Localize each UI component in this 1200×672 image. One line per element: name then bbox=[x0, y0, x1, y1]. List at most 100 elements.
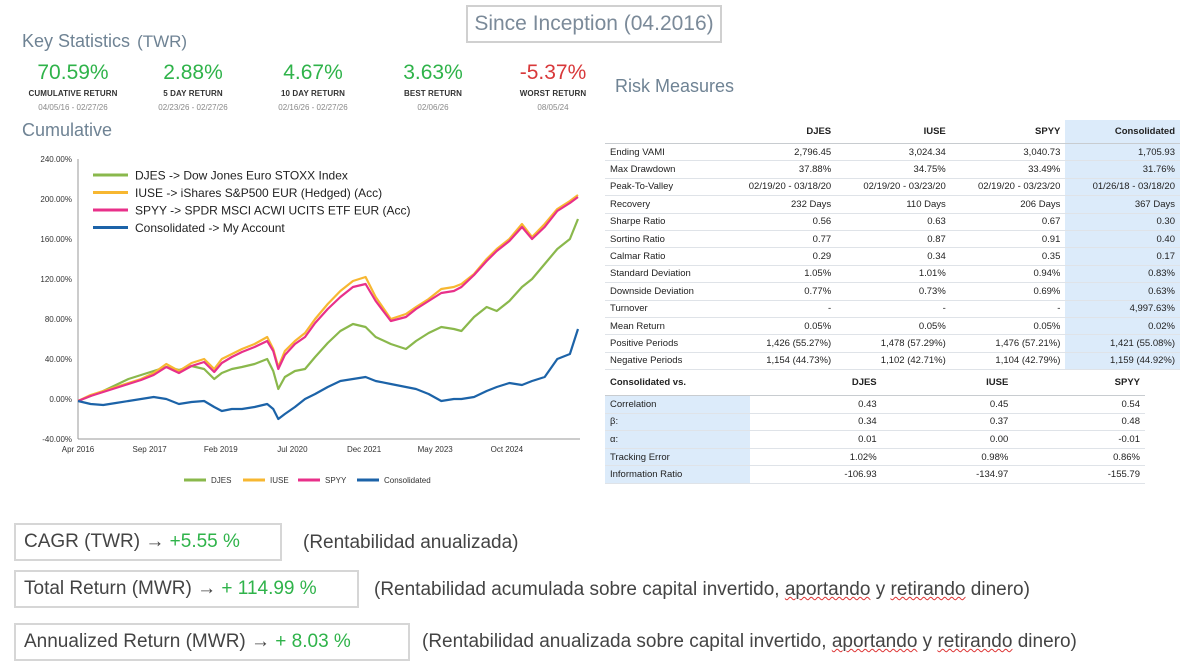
x-tick-label: Dec 2021 bbox=[347, 445, 382, 454]
key-stat-dates: 08/05/24 bbox=[537, 103, 569, 112]
risk-cell: 02/19/20 - 03/18/20 bbox=[721, 178, 837, 197]
risk-row: Sortino Ratio 0.77 0.87 0.91 0.40 bbox=[605, 230, 1180, 249]
corr-cell: 0.86% bbox=[1013, 448, 1145, 467]
key-stat-label: 10 DAY RETURN bbox=[281, 89, 345, 98]
risk-cell: 0.83% bbox=[1065, 265, 1180, 284]
risk-measures-title: Risk Measures bbox=[615, 76, 735, 96]
legend-label: IUSE -> iShares S&P500 EUR (Hedged) (Acc… bbox=[135, 186, 382, 200]
corr-row-label: Tracking Error bbox=[605, 448, 750, 467]
total-note-part: (Rentabilidad acumulada sobre capital in… bbox=[374, 579, 785, 600]
risk-row-label: Downside Deviation bbox=[605, 282, 722, 301]
risk-cell: 0.94% bbox=[950, 265, 1066, 284]
corr-row: Correlation 0.43 0.45 0.54 bbox=[605, 395, 1145, 414]
risk-cell: 34.75% bbox=[836, 160, 951, 179]
risk-cell: 0.29 bbox=[721, 247, 837, 266]
bottom-legend-label: SPYY bbox=[325, 476, 347, 485]
series-line-iuse bbox=[77, 194, 579, 402]
cagr-box: CAGR (TWR) → +5.55 % bbox=[14, 523, 282, 561]
risk-row-label: Turnover bbox=[605, 300, 722, 318]
y-tick-label: 120.00% bbox=[40, 275, 72, 284]
total-note-part: dinero) bbox=[965, 579, 1030, 600]
risk-header-cell: SPYY bbox=[950, 120, 1066, 144]
risk-cell: 1.01% bbox=[836, 265, 951, 284]
annualized-return-box: Annualized Return (MWR) → + 8.03 % bbox=[14, 623, 410, 661]
risk-cell: 0.05% bbox=[721, 317, 837, 336]
y-tick-label: 200.00% bbox=[40, 195, 72, 204]
risk-cell: 1,478 (57.29%) bbox=[836, 334, 951, 353]
corr-header-cell: Consolidated vs. bbox=[605, 369, 750, 396]
risk-cell: 1,705.93 bbox=[1065, 143, 1180, 162]
risk-row-label: Standard Deviation bbox=[605, 265, 722, 284]
y-tick-label: 0.00% bbox=[49, 395, 72, 404]
risk-measures-table: DJES IUSE SPYY Consolidated Ending VAMI 2,796… bbox=[605, 120, 1180, 371]
key-stat-value: 3.63% bbox=[403, 61, 463, 84]
cumulative-title: Cumulative bbox=[22, 120, 113, 140]
x-tick-label: Oct 2024 bbox=[491, 445, 524, 454]
ann-note-retirando: retirando bbox=[937, 631, 1013, 652]
corr-row: α: 0.01 0.00 -0.01 bbox=[605, 430, 1145, 449]
corr-cell: 0.34 bbox=[750, 413, 882, 432]
total-return-value: + 114.99 % bbox=[221, 578, 317, 599]
risk-row: Mean Return 0.05% 0.05% 0.05% 0.02% bbox=[605, 317, 1180, 336]
risk-cell: 02/19/20 - 03/23/20 bbox=[950, 178, 1066, 197]
risk-row: Turnover - - -4,997.63% bbox=[605, 300, 1180, 318]
risk-header-cell: DJES bbox=[721, 120, 837, 144]
key-stat-value: -5.37% bbox=[519, 61, 587, 84]
key-stats-title: Key Statistics (TWR) bbox=[22, 31, 187, 52]
bottom-legend-label: Consolidated bbox=[384, 476, 431, 485]
legend-label: DJES -> Dow Jones Euro STOXX Index bbox=[135, 169, 348, 183]
risk-cell: 1,476 (57.21%) bbox=[950, 334, 1066, 353]
risk-cell: 0.73% bbox=[836, 282, 951, 301]
cumulative-chart-svg: 240.00% 200.00% 160.00% 120.00% 80.00% 40.00%… bbox=[40, 155, 580, 485]
risk-row-label: Peak-To-Valley bbox=[605, 178, 722, 197]
risk-row: Downside Deviation 0.77% 0.73% 0.69% 0.63% bbox=[605, 282, 1180, 301]
key-stat-dates: 02/23/26 - 02/27/26 bbox=[158, 103, 228, 112]
corr-cell: 0.43 bbox=[750, 395, 882, 414]
corr-cell: 0.48 bbox=[1013, 413, 1145, 432]
corr-header-cell: IUSE bbox=[881, 369, 1014, 396]
risk-row: Positive Periods 1,426 (55.27%) 1,478 (57.… bbox=[605, 334, 1180, 353]
y-tick-label: 40.00% bbox=[45, 355, 72, 364]
key-stat-dates: 02/16/26 - 02/27/26 bbox=[278, 103, 348, 112]
corr-header-cell: SPYY bbox=[1013, 369, 1145, 396]
risk-row: Calmar Ratio 0.29 0.34 0.35 0.17 bbox=[605, 247, 1180, 266]
y-tick-label: -40.00% bbox=[42, 435, 72, 444]
risk-cell: 0.63% bbox=[1065, 282, 1180, 301]
x-tick-label: Feb 2019 bbox=[204, 445, 238, 454]
y-tick-label: 160.00% bbox=[40, 235, 72, 244]
risk-cell: 0.17 bbox=[1065, 247, 1180, 266]
risk-row-label: Ending VAMI bbox=[605, 143, 722, 162]
risk-row-label: Calmar Ratio bbox=[605, 247, 722, 266]
risk-row: Max Drawdown 37.88% 34.75% 33.49% 31.76% bbox=[605, 160, 1180, 179]
risk-cell: 4,997.63% bbox=[1065, 300, 1180, 318]
risk-row: Sharpe Ratio 0.56 0.63 0.67 0.30 bbox=[605, 213, 1180, 231]
legend-label: Consolidated -> My Account bbox=[135, 221, 285, 235]
risk-cell: 3,040.73 bbox=[950, 143, 1066, 162]
risk-cell: 0.30 bbox=[1065, 213, 1180, 231]
corr-cell: 0.98% bbox=[881, 448, 1014, 467]
x-tick-label: Apr 2016 bbox=[62, 445, 95, 454]
risk-cell: 0.35 bbox=[950, 247, 1066, 266]
risk-cell: 0.05% bbox=[836, 317, 951, 336]
risk-cell: 0.69% bbox=[950, 282, 1066, 301]
risk-cell: 1,154 (44.73%) bbox=[721, 352, 837, 371]
risk-cell: 3,024.34 bbox=[836, 143, 951, 162]
risk-cell: 37.88% bbox=[721, 160, 837, 179]
risk-cell: 110 Days bbox=[836, 195, 951, 214]
corr-row-label: β: bbox=[605, 413, 750, 432]
risk-cell: 1,426 (55.27%) bbox=[721, 334, 837, 353]
risk-header-cell: IUSE bbox=[836, 120, 951, 144]
x-tick-label: May 2023 bbox=[418, 445, 454, 454]
total-return-note: (Rentabilidad acumulada sobre capital in… bbox=[374, 579, 1030, 601]
corr-cell: -134.97 bbox=[881, 465, 1014, 484]
cumulative-chart: 240.00% 200.00% 160.00% 120.00% 80.00% 40.00%… bbox=[0, 140, 600, 490]
risk-cell: 0.77% bbox=[721, 282, 837, 301]
risk-cell: 0.91 bbox=[950, 230, 1066, 249]
key-stat-value: 2.88% bbox=[163, 61, 223, 84]
key-stat-label: 5 DAY RETURN bbox=[163, 89, 223, 98]
risk-cell: 01/26/18 - 03/18/20 bbox=[1065, 178, 1180, 197]
risk-cell: 33.49% bbox=[950, 160, 1066, 179]
risk-cell: 232 Days bbox=[721, 195, 837, 214]
annualized-return-value: + 8.03 % bbox=[275, 631, 351, 652]
series-line-spyy bbox=[77, 196, 579, 403]
